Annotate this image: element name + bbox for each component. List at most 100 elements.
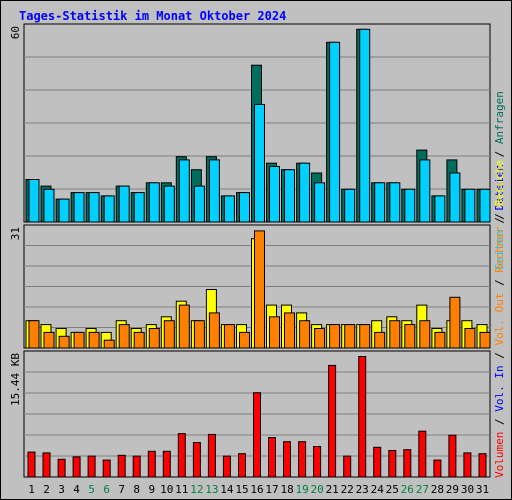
bar-rechner: [389, 320, 401, 349]
bar-seiten: [239, 192, 250, 223]
x-tick-label: 2: [43, 483, 50, 496]
bar-rechner: [314, 328, 326, 349]
bar-rechner: [239, 331, 250, 349]
bar-seiten: [449, 172, 461, 223]
legend-item: Vol. In: [493, 365, 506, 411]
bar-seiten: [389, 182, 401, 223]
bar-rechner: [193, 320, 205, 349]
x-tick-label: 22: [341, 483, 354, 496]
bar-volumen: [253, 392, 261, 478]
bar-volumen: [298, 441, 307, 478]
bar-volumen: [358, 356, 367, 478]
x-tick-label: 7: [118, 483, 125, 496]
legend-item: Seiten: [493, 230, 506, 270]
bar-seiten: [464, 188, 476, 223]
x-tick-label: 19: [295, 483, 308, 496]
bar-seiten: [58, 198, 70, 223]
legend-group: Seiten / Dateien / Anfragen: [493, 91, 506, 270]
bar-seiten: [434, 195, 446, 223]
bar-rechner: [434, 331, 446, 349]
bar-volumen: [313, 446, 322, 478]
bar-seiten: [404, 188, 416, 223]
requests-panel: 60: [9, 23, 491, 223]
bar-volumen: [403, 449, 412, 478]
bar-seiten: [344, 188, 356, 223]
bar-volumen: [162, 450, 171, 478]
x-tick-label: 21: [326, 483, 339, 496]
x-tick-label: 10: [160, 483, 173, 496]
x-tick-label: 25: [386, 483, 399, 496]
bar-volumen: [238, 453, 246, 478]
x-tick-label: 15: [235, 483, 248, 496]
bar-volumen: [132, 455, 141, 478]
x-tick-label: 6: [103, 483, 110, 496]
bar-rechner: [299, 320, 311, 349]
bar-volumen: [177, 433, 186, 478]
bar-volumen: [72, 456, 81, 478]
x-tick-label: 12: [190, 483, 203, 496]
bar-rechner: [118, 324, 130, 349]
bar-rechner: [73, 331, 85, 349]
legend-group: Volumen / Vol. In / Vol. Out / Rechner /…: [493, 160, 506, 478]
bar-rechner: [28, 320, 40, 349]
bar-seiten: [208, 159, 220, 223]
bar-volumen: [102, 459, 111, 478]
legend-item: Besuche: [493, 160, 506, 206]
x-tick-label: 8: [133, 483, 140, 496]
bar-volumen: [147, 450, 156, 478]
bar-seiten: [299, 162, 311, 223]
bar-rechner: [208, 312, 220, 349]
bar-seiten: [314, 182, 326, 223]
x-tick-label: 27: [416, 483, 429, 496]
x-tick-label: 5: [88, 483, 95, 496]
bar-rechner: [269, 316, 280, 349]
bar-rechner: [148, 328, 160, 349]
legend-item: Dateien: [493, 164, 506, 210]
bar-rechner: [133, 331, 145, 349]
bar-rechner: [103, 339, 115, 349]
bar-rechner: [329, 324, 341, 349]
bar-volumen: [207, 433, 216, 478]
bar-rechner: [374, 331, 386, 349]
bar-seiten: [329, 41, 341, 223]
x-tick-label: 24: [371, 483, 385, 496]
x-tick-label: 28: [431, 483, 444, 496]
bar-volumen: [433, 459, 442, 478]
bar-volumen: [478, 453, 487, 478]
y-max-label: 15.44 KB: [9, 353, 22, 406]
x-tick-label: 23: [356, 483, 369, 496]
x-tick-label: 1: [28, 483, 35, 496]
x-tick-label: 30: [461, 483, 474, 496]
bar-rechner: [479, 331, 491, 349]
x-tick-label: 31: [476, 483, 489, 496]
bar-rechner: [419, 320, 431, 349]
bar-volumen: [192, 442, 201, 478]
volume-panel: 15.44 KB: [9, 350, 491, 478]
bar-seiten: [374, 182, 386, 223]
bar-volumen: [87, 455, 96, 478]
bar-seiten: [178, 159, 190, 223]
bar-seiten: [284, 169, 295, 223]
bar-rechner: [178, 304, 190, 349]
bar-volumen: [117, 454, 126, 478]
x-tick-label: 9: [148, 483, 155, 496]
legend-item: Volumen: [493, 432, 506, 478]
visits-panel: 31: [9, 224, 491, 349]
bar-rechner: [223, 324, 235, 349]
x-tick-label: 29: [446, 483, 459, 496]
legend-item: Anfragen: [493, 91, 506, 144]
bar-volumen: [268, 437, 276, 478]
bar-rechner: [464, 328, 476, 349]
bar-volumen: [283, 441, 291, 478]
bar-seiten: [28, 179, 40, 223]
bar-seiten: [193, 185, 205, 223]
bar-seiten: [254, 103, 265, 223]
bar-seiten: [148, 182, 160, 223]
x-tick-label: 26: [401, 483, 414, 496]
bar-rechner: [254, 230, 265, 349]
bar-rechner: [449, 296, 461, 349]
x-tick-label: 18: [280, 483, 293, 496]
bar-rechner: [58, 335, 70, 349]
